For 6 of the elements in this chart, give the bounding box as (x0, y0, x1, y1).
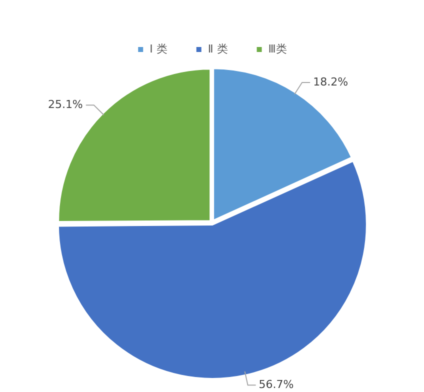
data-label: 56.7% (258, 378, 294, 391)
legend-label: Ⅱ 类 (208, 42, 228, 56)
data-label: 25.1% (48, 98, 83, 111)
legend-label: Ⅰ 类 (150, 42, 168, 56)
legend-label: Ⅲ类 (268, 42, 287, 56)
data-label: 18.2% (313, 75, 348, 88)
